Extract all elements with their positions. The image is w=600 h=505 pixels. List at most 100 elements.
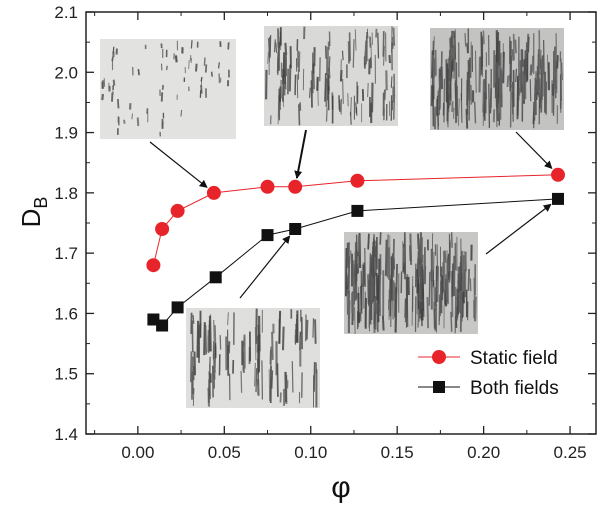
inset-streak (402, 241, 404, 266)
inset-streak (522, 71, 525, 102)
legend: Static field Both fields (418, 348, 559, 399)
x-axis-title: φ (331, 471, 350, 504)
inset-streak (388, 54, 392, 64)
inset-streak (395, 263, 399, 293)
inset-streak (193, 351, 196, 376)
inset-static-low (100, 39, 236, 139)
inset-streak (273, 39, 276, 53)
inset-streak (516, 75, 519, 120)
inset-streak (194, 63, 198, 72)
inset-streak (497, 77, 500, 103)
inset-streak (354, 29, 357, 51)
inset-streak (547, 54, 549, 91)
inset-streak (136, 117, 140, 127)
axis-ticks (86, 11, 596, 435)
inset-streak (383, 89, 387, 101)
data-point-static-field (551, 167, 565, 182)
x-tick-label: 0.05 (208, 443, 241, 462)
inset-streak (482, 30, 485, 45)
inset-streak (101, 93, 104, 101)
inset-streak (540, 49, 542, 69)
data-point-static-field (170, 203, 185, 218)
inset-streak (474, 296, 477, 322)
inset-streak (381, 315, 385, 331)
inset-streak (112, 79, 116, 86)
inset-streak (420, 308, 424, 321)
inset-streak (349, 300, 351, 320)
y-axis-title: DB (16, 197, 51, 228)
inset-streak (190, 40, 193, 49)
inset-streak (354, 307, 356, 335)
svg-text:DB: DB (16, 197, 51, 228)
inset-streak (278, 86, 282, 103)
data-point-both-fields (351, 204, 364, 217)
inset-streak (506, 75, 510, 88)
inset-streak (364, 247, 366, 288)
inset-streak (527, 36, 530, 53)
inset-streak (458, 98, 460, 126)
annotation-arrow (239, 235, 291, 299)
x-tick-label: 0.10 (294, 443, 327, 462)
inset-streak (204, 324, 208, 355)
inset-streak (404, 237, 407, 275)
inset-streak (436, 266, 439, 303)
inset-streak (123, 119, 126, 124)
legend-marker-static (432, 350, 446, 364)
inset-streak (255, 368, 258, 393)
y-tick-labels: 1.4 1.5 1.6 1.7 1.8 1.9 2.0 2.1 (54, 3, 78, 444)
inset-static-mid (264, 26, 398, 126)
inset-streak (257, 333, 261, 373)
y-axis-title-main: D (16, 209, 46, 228)
inset-streak (391, 275, 394, 320)
inset-streak (342, 78, 344, 104)
inset-streak (367, 28, 369, 39)
data-point-static-field (260, 179, 275, 194)
inset-streak (514, 39, 517, 54)
inset-streak (450, 311, 453, 332)
inset-streak (450, 61, 453, 77)
data-point-static-field (288, 179, 303, 194)
inset-streak (387, 247, 391, 280)
inset-streak (324, 45, 328, 59)
data-point-static-field (146, 258, 161, 273)
inset-streak (451, 263, 454, 297)
inset-streak (297, 104, 301, 126)
y-tick-label: 1.8 (54, 184, 78, 203)
inset-streak (465, 251, 467, 298)
data-point-both-fields (209, 271, 222, 284)
inset-streak (379, 232, 382, 245)
inset-streak (541, 55, 543, 76)
inset-streak (350, 250, 352, 264)
inset-streak (210, 71, 213, 77)
inset-streak (428, 271, 431, 306)
inset-streak (390, 26, 393, 53)
inset-streak (464, 33, 467, 47)
inset-streak (254, 362, 256, 387)
inset-streak (466, 42, 469, 54)
y-tick-label: 1.5 (54, 365, 78, 384)
inset-streak (325, 107, 328, 122)
y-tick-label: 2.0 (54, 63, 78, 82)
inset-streak (419, 301, 422, 314)
inset-streak (345, 258, 348, 288)
inset-streak (404, 298, 406, 318)
data-point-both-fields (156, 319, 169, 332)
inset-streak (432, 55, 435, 85)
legend-label-static: Static field (470, 348, 558, 369)
inset-streak (288, 64, 292, 92)
inset-streak (191, 320, 194, 353)
inset-streak (392, 27, 396, 46)
inset-grain (100, 39, 236, 139)
inset-streak (540, 73, 543, 113)
inset-streak (482, 79, 485, 113)
inset-streak (367, 233, 370, 250)
inset-streak (454, 286, 457, 334)
inset-streak (227, 42, 230, 50)
inset-streak (137, 69, 140, 76)
inset-streak (469, 84, 473, 105)
inset-streak (131, 113, 133, 120)
inset-streak (511, 81, 514, 122)
inset-streak (424, 265, 427, 283)
legend-marker-both (433, 381, 445, 393)
x-tick-label: 0.20 (467, 443, 500, 462)
